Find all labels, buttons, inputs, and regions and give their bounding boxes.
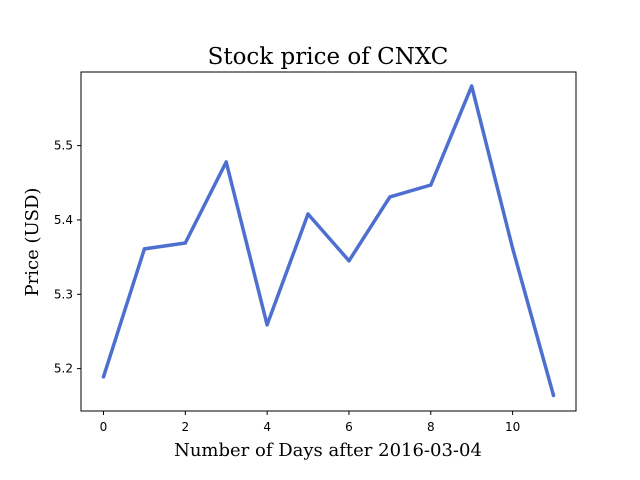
chart-title: Stock price of CNXC — [208, 44, 449, 70]
x-tick-label: 4 — [263, 420, 271, 434]
x-tick-label: 10 — [505, 420, 520, 434]
price-data-point — [469, 84, 474, 88]
price-data-point — [183, 241, 188, 245]
y-tick-label: 5.2 — [54, 362, 73, 376]
y-tick-label: 5.3 — [54, 287, 73, 301]
y-tick-label: 5.4 — [54, 213, 73, 227]
y-axis: 5.2 5.3 5.4 5.5 — [54, 139, 81, 376]
y-tick-label: 5.5 — [54, 139, 73, 153]
price-data-point — [551, 393, 556, 398]
price-data-point — [347, 259, 351, 263]
price-data-point — [142, 247, 147, 251]
price-series-line — [101, 84, 556, 398]
price-data-point — [101, 375, 106, 379]
price-data-point — [224, 160, 228, 164]
price-data-point — [429, 183, 433, 187]
x-axis-label: Number of Days after 2016-03-04 — [174, 440, 482, 461]
series-layer — [101, 84, 556, 398]
y-axis-label: Price (USD) — [22, 188, 43, 297]
price-data-point — [306, 212, 310, 216]
price-data-point — [265, 323, 269, 327]
price-data-point — [388, 195, 392, 199]
price-data-point — [510, 246, 515, 250]
x-tick-label: 6 — [345, 420, 353, 434]
x-tick-label: 2 — [181, 420, 189, 434]
plot-frame — [80, 71, 577, 412]
x-axis: 0 2 4 6 8 10 — [100, 411, 520, 434]
x-tick-label: 0 — [100, 420, 108, 434]
x-tick-label: 8 — [427, 420, 435, 434]
